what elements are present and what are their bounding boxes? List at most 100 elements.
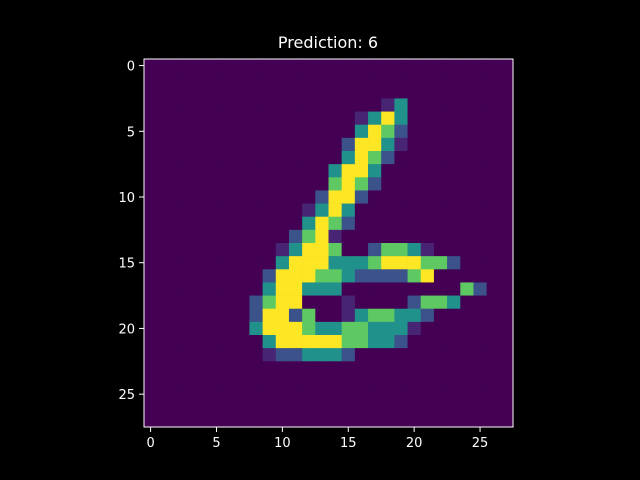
heatmap-cell bbox=[381, 85, 395, 99]
heatmap-cell bbox=[249, 177, 263, 191]
heatmap-cell bbox=[473, 177, 487, 191]
heatmap-cell bbox=[236, 151, 250, 165]
heatmap-cell bbox=[170, 374, 184, 388]
heatmap-cell bbox=[354, 229, 369, 244]
heatmap-cell bbox=[499, 98, 514, 112]
heatmap-cell bbox=[368, 203, 382, 218]
heatmap-cell bbox=[328, 111, 342, 126]
heatmap-cell bbox=[354, 151, 369, 165]
heatmap-cell bbox=[236, 308, 250, 323]
heatmap-cell bbox=[275, 413, 290, 428]
heatmap-cell bbox=[223, 321, 237, 336]
heatmap-cell bbox=[499, 413, 514, 428]
heatmap-cell bbox=[433, 282, 448, 296]
heatmap-cell bbox=[170, 348, 184, 362]
heatmap-cell bbox=[144, 321, 158, 336]
heatmap-cell bbox=[394, 387, 408, 402]
heatmap-cell bbox=[157, 164, 171, 178]
y-axis: 0 5 10 15 20 25 bbox=[118, 60, 144, 403]
heatmap-cell bbox=[368, 413, 382, 428]
heatmap-cell bbox=[341, 256, 356, 270]
heatmap-cell bbox=[288, 111, 303, 126]
heatmap-cell bbox=[447, 124, 461, 139]
heatmap-cell bbox=[144, 203, 158, 218]
heatmap-cell bbox=[196, 256, 211, 270]
heatmap-cell bbox=[315, 124, 329, 139]
heatmap-cell bbox=[460, 216, 474, 231]
heatmap-cell bbox=[144, 282, 158, 296]
heatmap-cell bbox=[196, 164, 211, 178]
y-tick-label: 10 bbox=[118, 191, 135, 206]
heatmap-cell bbox=[341, 295, 356, 310]
heatmap-cell bbox=[499, 269, 514, 283]
heatmap-cell bbox=[288, 203, 303, 218]
heatmap-cell bbox=[315, 387, 329, 402]
heatmap-cell bbox=[288, 321, 303, 336]
heatmap-cell bbox=[433, 111, 448, 126]
heatmap-cell bbox=[341, 203, 356, 218]
heatmap-cell bbox=[394, 164, 408, 178]
heatmap-cell bbox=[209, 137, 224, 152]
heatmap-cell bbox=[328, 374, 342, 388]
heatmap-cell bbox=[223, 85, 237, 99]
heatmap-cell bbox=[328, 164, 342, 178]
heatmap-cell bbox=[157, 308, 171, 323]
heatmap-cell bbox=[315, 282, 329, 296]
heatmap-cell bbox=[196, 59, 211, 73]
heatmap-cell bbox=[341, 361, 356, 375]
heatmap-cell bbox=[473, 124, 487, 139]
heatmap-cell bbox=[236, 387, 250, 402]
heatmap-cell bbox=[275, 111, 290, 126]
heatmap-cell bbox=[433, 361, 448, 375]
heatmap-cell bbox=[368, 321, 382, 336]
heatmap-cell bbox=[368, 124, 382, 139]
heatmap-cell bbox=[196, 203, 211, 218]
heatmap-cell bbox=[328, 98, 342, 112]
heatmap-cell bbox=[144, 256, 158, 270]
heatmap-cell bbox=[368, 151, 382, 165]
heatmap-cell bbox=[223, 400, 237, 415]
heatmap-cell bbox=[209, 190, 224, 204]
heatmap-cell bbox=[368, 387, 382, 402]
heatmap-cell bbox=[499, 321, 514, 336]
heatmap-cell bbox=[328, 72, 342, 86]
heatmap-cell bbox=[236, 59, 250, 73]
heatmap-cell bbox=[315, 111, 329, 126]
heatmap-cell bbox=[368, 308, 382, 323]
heatmap-cell bbox=[447, 177, 461, 191]
heatmap-cell bbox=[196, 348, 211, 362]
heatmap-cell bbox=[368, 335, 382, 349]
heatmap-cell bbox=[407, 177, 422, 191]
heatmap-cell bbox=[381, 321, 395, 336]
heatmap-cell bbox=[302, 400, 316, 415]
heatmap-cell bbox=[170, 190, 184, 204]
heatmap-cell bbox=[236, 269, 250, 283]
heatmap-cell bbox=[354, 282, 369, 296]
heatmap-cell bbox=[499, 111, 514, 126]
heatmap-cell bbox=[381, 59, 395, 73]
heatmap-cell bbox=[157, 177, 171, 191]
heatmap-cell bbox=[236, 137, 250, 152]
heatmap-cell bbox=[460, 400, 474, 415]
heatmap-cell bbox=[288, 269, 303, 283]
heatmap-cell bbox=[275, 190, 290, 204]
heatmap-cell bbox=[420, 151, 435, 165]
heatmap-cell bbox=[447, 243, 461, 257]
heatmap-cell bbox=[328, 190, 342, 204]
heatmap-cell bbox=[486, 321, 501, 336]
heatmap-cell bbox=[236, 400, 250, 415]
heatmap-cell bbox=[460, 190, 474, 204]
heatmap-cell bbox=[407, 190, 422, 204]
heatmap-cell bbox=[433, 216, 448, 231]
heatmap-cell bbox=[144, 190, 158, 204]
heatmap-cell bbox=[236, 124, 250, 139]
heatmap-cell bbox=[473, 72, 487, 86]
heatmap-cell bbox=[236, 361, 250, 375]
heatmap-cell bbox=[144, 335, 158, 349]
heatmap-cell bbox=[249, 387, 263, 402]
heatmap-cell bbox=[249, 374, 263, 388]
heatmap-cell bbox=[302, 216, 316, 231]
heatmap-cell bbox=[354, 59, 369, 73]
heatmap-cell bbox=[394, 59, 408, 73]
heatmap-cell bbox=[288, 137, 303, 152]
